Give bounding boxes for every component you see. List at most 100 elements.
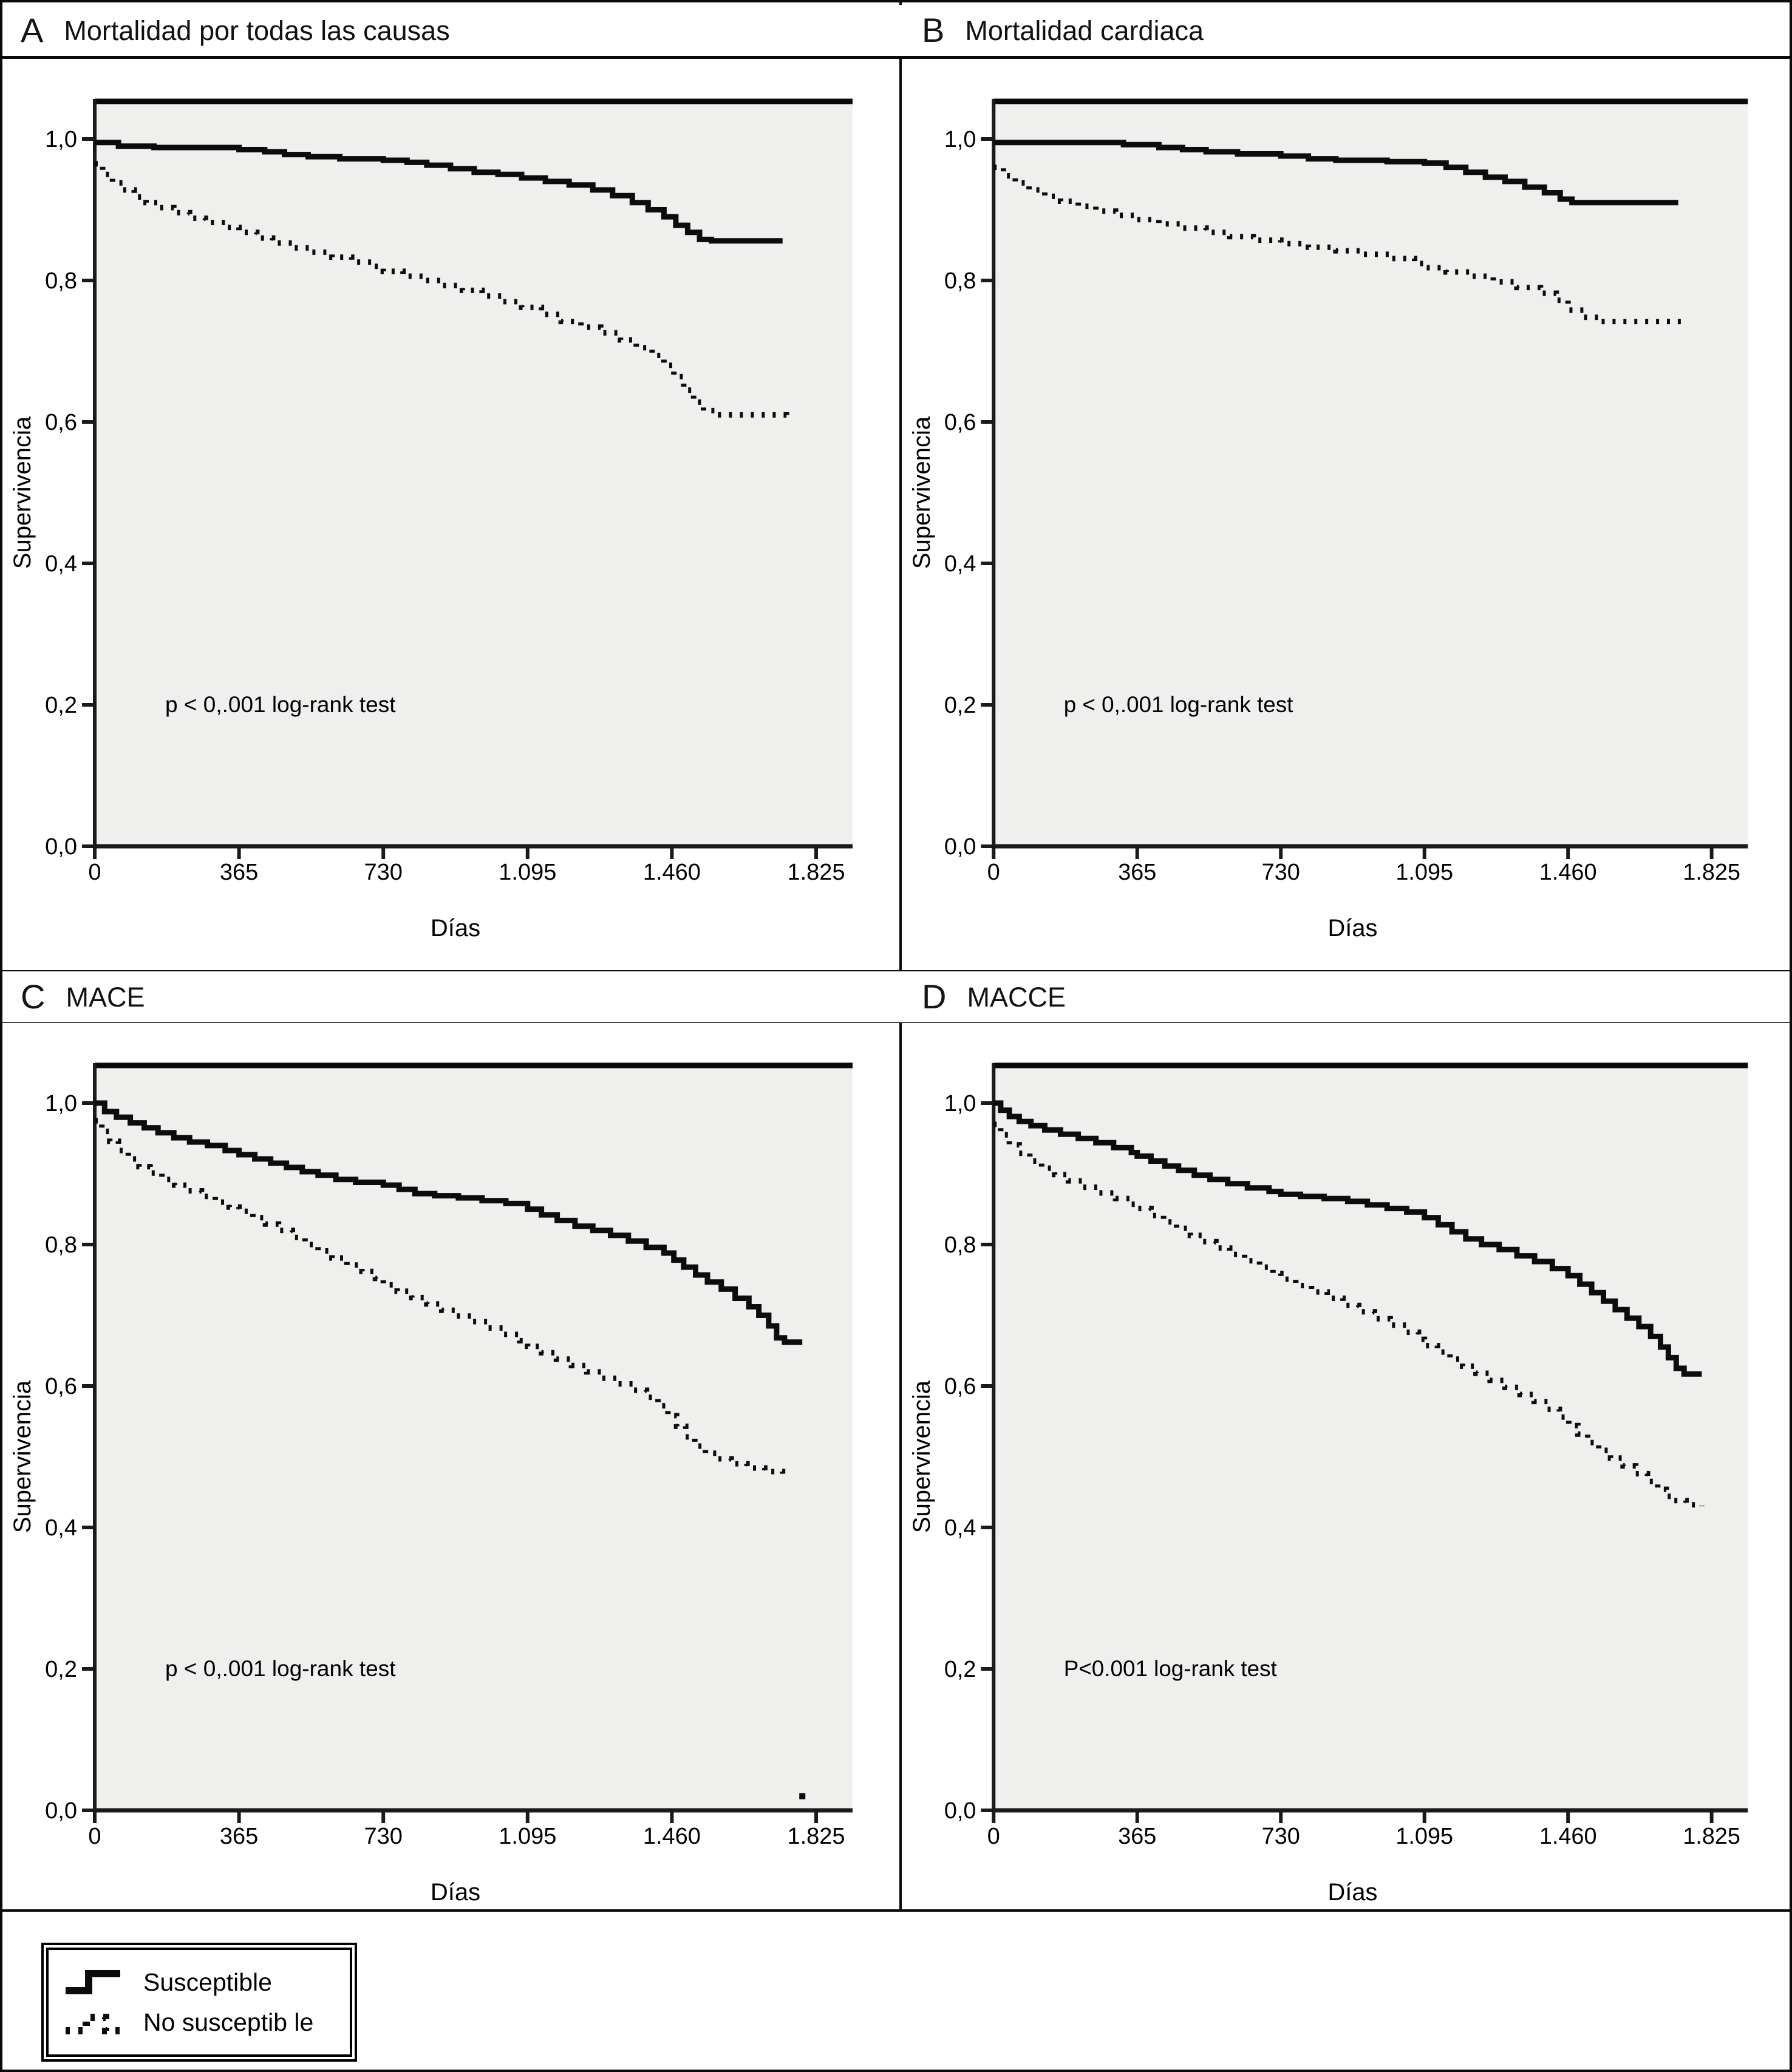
divider-above-legend-band	[2, 1909, 1790, 1912]
y-tick-label: 0,0	[45, 834, 77, 860]
y-tick-label: 1,0	[45, 127, 77, 152]
y-tick-label: 0,0	[944, 1798, 976, 1824]
y-tick-label: 0,2	[45, 1657, 77, 1682]
y-tick-label: 0,6	[45, 1374, 77, 1399]
y-tick-label: 0,4	[45, 1515, 77, 1541]
survival-plot-c: 0,0 0,2 0,4 0,6 0,8 1,0 0 365 730 1.095 1.460 1.825…	[9, 1062, 853, 1906]
plot-background	[993, 101, 1748, 846]
susceptible-curve	[95, 1100, 803, 1345]
y-tick-label: 1,0	[944, 127, 976, 152]
p-value-text: p < 0,.001 log-rank test	[1064, 692, 1293, 717]
x-tick-label: 1.460	[1539, 1824, 1597, 1849]
legend-label-susceptible: Susceptible	[143, 1968, 272, 1996]
p-value-text: p < 0,.001 log-rank test	[165, 1656, 396, 1681]
x-axis-title: Días	[1328, 1879, 1378, 1906]
survival-plot-d: 0,0 0,2 0,4 0,6 0,8 1,0 0 365 730 1.095 1.460 1.825…	[908, 1062, 1748, 1906]
x-tick-label: 0	[987, 860, 1000, 885]
x-tick-label: 730	[1262, 860, 1300, 885]
legend-label-no-susceptible: No susceptib le	[143, 2008, 314, 2036]
legend-item-no-susceptible: No susceptib le	[62, 2006, 350, 2038]
y-axis-title: Supervivencia	[9, 416, 36, 569]
y-tick-label: 1,0	[944, 1091, 976, 1116]
panel-c-title-band: C MACE	[2, 971, 913, 1022]
x-tick-label: 0	[987, 1824, 1000, 1849]
x-tick-label: 1.825	[1683, 860, 1740, 885]
y-tick-label: 0,6	[944, 1374, 976, 1399]
plot-background	[95, 1065, 853, 1810]
y-tick-label: 0,4	[944, 1515, 976, 1541]
legend-box: Susceptible No susceptib le	[41, 1943, 357, 2062]
y-tick-label: 0,0	[944, 834, 976, 860]
panel-d-title: MACCE	[967, 981, 1066, 1013]
y-axis-title: Supervivencia	[9, 1380, 36, 1533]
x-tick-label: 1.825	[787, 1824, 845, 1849]
y-tick-label: 0,8	[45, 268, 77, 294]
x-tick-label: 1.460	[643, 860, 701, 885]
x-tick-label: 1.095	[499, 860, 556, 885]
panel-c-plot: 0,0 0,2 0,4 0,6 0,8 1,0 0 365 730 1.095 1.460 1.825…	[2, 1023, 899, 1908]
solid-step-line-icon	[66, 1970, 120, 1994]
x-tick-label: 730	[364, 860, 402, 885]
y-tick-label: 0,2	[45, 693, 77, 718]
survival-plot-b: 0,0 0,2 0,4 0,6 0,8 1,0 0 365 730 1.095 1.460 1.825…	[908, 98, 1748, 942]
panel-d-letter: D	[922, 977, 947, 1016]
panel-b-title: Mortalidad cardiaca	[965, 15, 1204, 46]
x-axis-title: Días	[431, 915, 480, 942]
panel-a-plot: 0,0 0,2 0,4 0,6 0,8 1,0 0 365 730 1.095 1.460 1.825…	[2, 59, 899, 968]
y-tick-label: 0,2	[944, 1657, 976, 1682]
y-tick-label: 0,4	[45, 551, 77, 577]
panel-a-title-band: A Mortalidad por todas las causas	[2, 5, 913, 56]
y-tick-label: 0,8	[944, 268, 976, 294]
x-tick-label: 365	[1118, 1824, 1156, 1849]
x-tick-label: 730	[1262, 1824, 1300, 1849]
y-tick-label: 0,6	[45, 410, 77, 435]
no-susceptible-curve	[95, 161, 789, 418]
x-tick-label: 1.095	[1395, 860, 1453, 885]
y-tick-label: 0,8	[944, 1232, 976, 1258]
p-value-text: P<0.001 log-rank test	[1064, 1656, 1277, 1681]
x-tick-label: 1.460	[643, 1824, 701, 1849]
panel-a-letter: A	[21, 11, 44, 49]
dotted-step-line-icon	[66, 2014, 121, 2034]
y-axis-title: Supervivencia	[908, 416, 935, 569]
isolated-data-point	[799, 1793, 806, 1799]
x-tick-label: 365	[220, 860, 258, 885]
x-tick-label: 1.825	[1683, 1824, 1740, 1849]
panel-b-title-band: B Mortalidad cardiaca	[904, 5, 1790, 56]
x-tick-label: 730	[364, 1824, 402, 1849]
legend-item-susceptible: Susceptible	[62, 1966, 350, 1998]
divider-under-top-titles	[2, 56, 1790, 59]
y-tick-label: 0,8	[45, 1232, 77, 1258]
susceptible-curve	[993, 1100, 1702, 1377]
panel-b-letter: B	[922, 11, 945, 49]
vertical-panel-divider	[899, 2, 902, 1912]
x-tick-label: 365	[1118, 860, 1156, 885]
panel-c-letter: C	[21, 977, 46, 1016]
x-axis-title: Días	[1328, 915, 1378, 942]
x-tick-label: 0	[88, 860, 101, 885]
plot-background	[95, 101, 853, 846]
x-axis-title: Días	[431, 1879, 480, 1906]
survival-plot-a: 0,0 0,2 0,4 0,6 0,8 1,0 0 365 730 1.095 1.460 1.825…	[9, 98, 853, 942]
y-tick-label: 0,4	[944, 551, 976, 577]
panel-a-title: Mortalidad por todas las causas	[64, 15, 450, 46]
y-tick-label: 1,0	[45, 1091, 77, 1116]
x-tick-label: 1.095	[499, 1824, 556, 1849]
plot-background	[993, 1065, 1748, 1810]
x-tick-label: 1.095	[1395, 1824, 1453, 1849]
panel-c-title: MACE	[66, 981, 145, 1013]
susceptible-curve	[993, 140, 1678, 206]
x-tick-label: 1.460	[1539, 860, 1597, 885]
x-tick-label: 0	[88, 1824, 101, 1849]
y-axis-title: Supervivencia	[908, 1380, 935, 1533]
y-tick-label: 0,0	[45, 1798, 77, 1824]
legend-inner-frame: Susceptible No susceptib le	[46, 1948, 352, 2057]
y-tick-label: 0,6	[944, 410, 976, 435]
p-value-text: p < 0,.001 log-rank test	[165, 692, 396, 717]
y-tick-label: 0,2	[944, 693, 976, 718]
panel-d-plot: 0,0 0,2 0,4 0,6 0,8 1,0 0 365 730 1.095 1.460 1.825…	[902, 1023, 1790, 1908]
x-tick-label: 1.825	[787, 860, 845, 885]
panel-d-title-band: D MACCE	[904, 971, 1790, 1022]
x-tick-label: 365	[220, 1824, 258, 1849]
